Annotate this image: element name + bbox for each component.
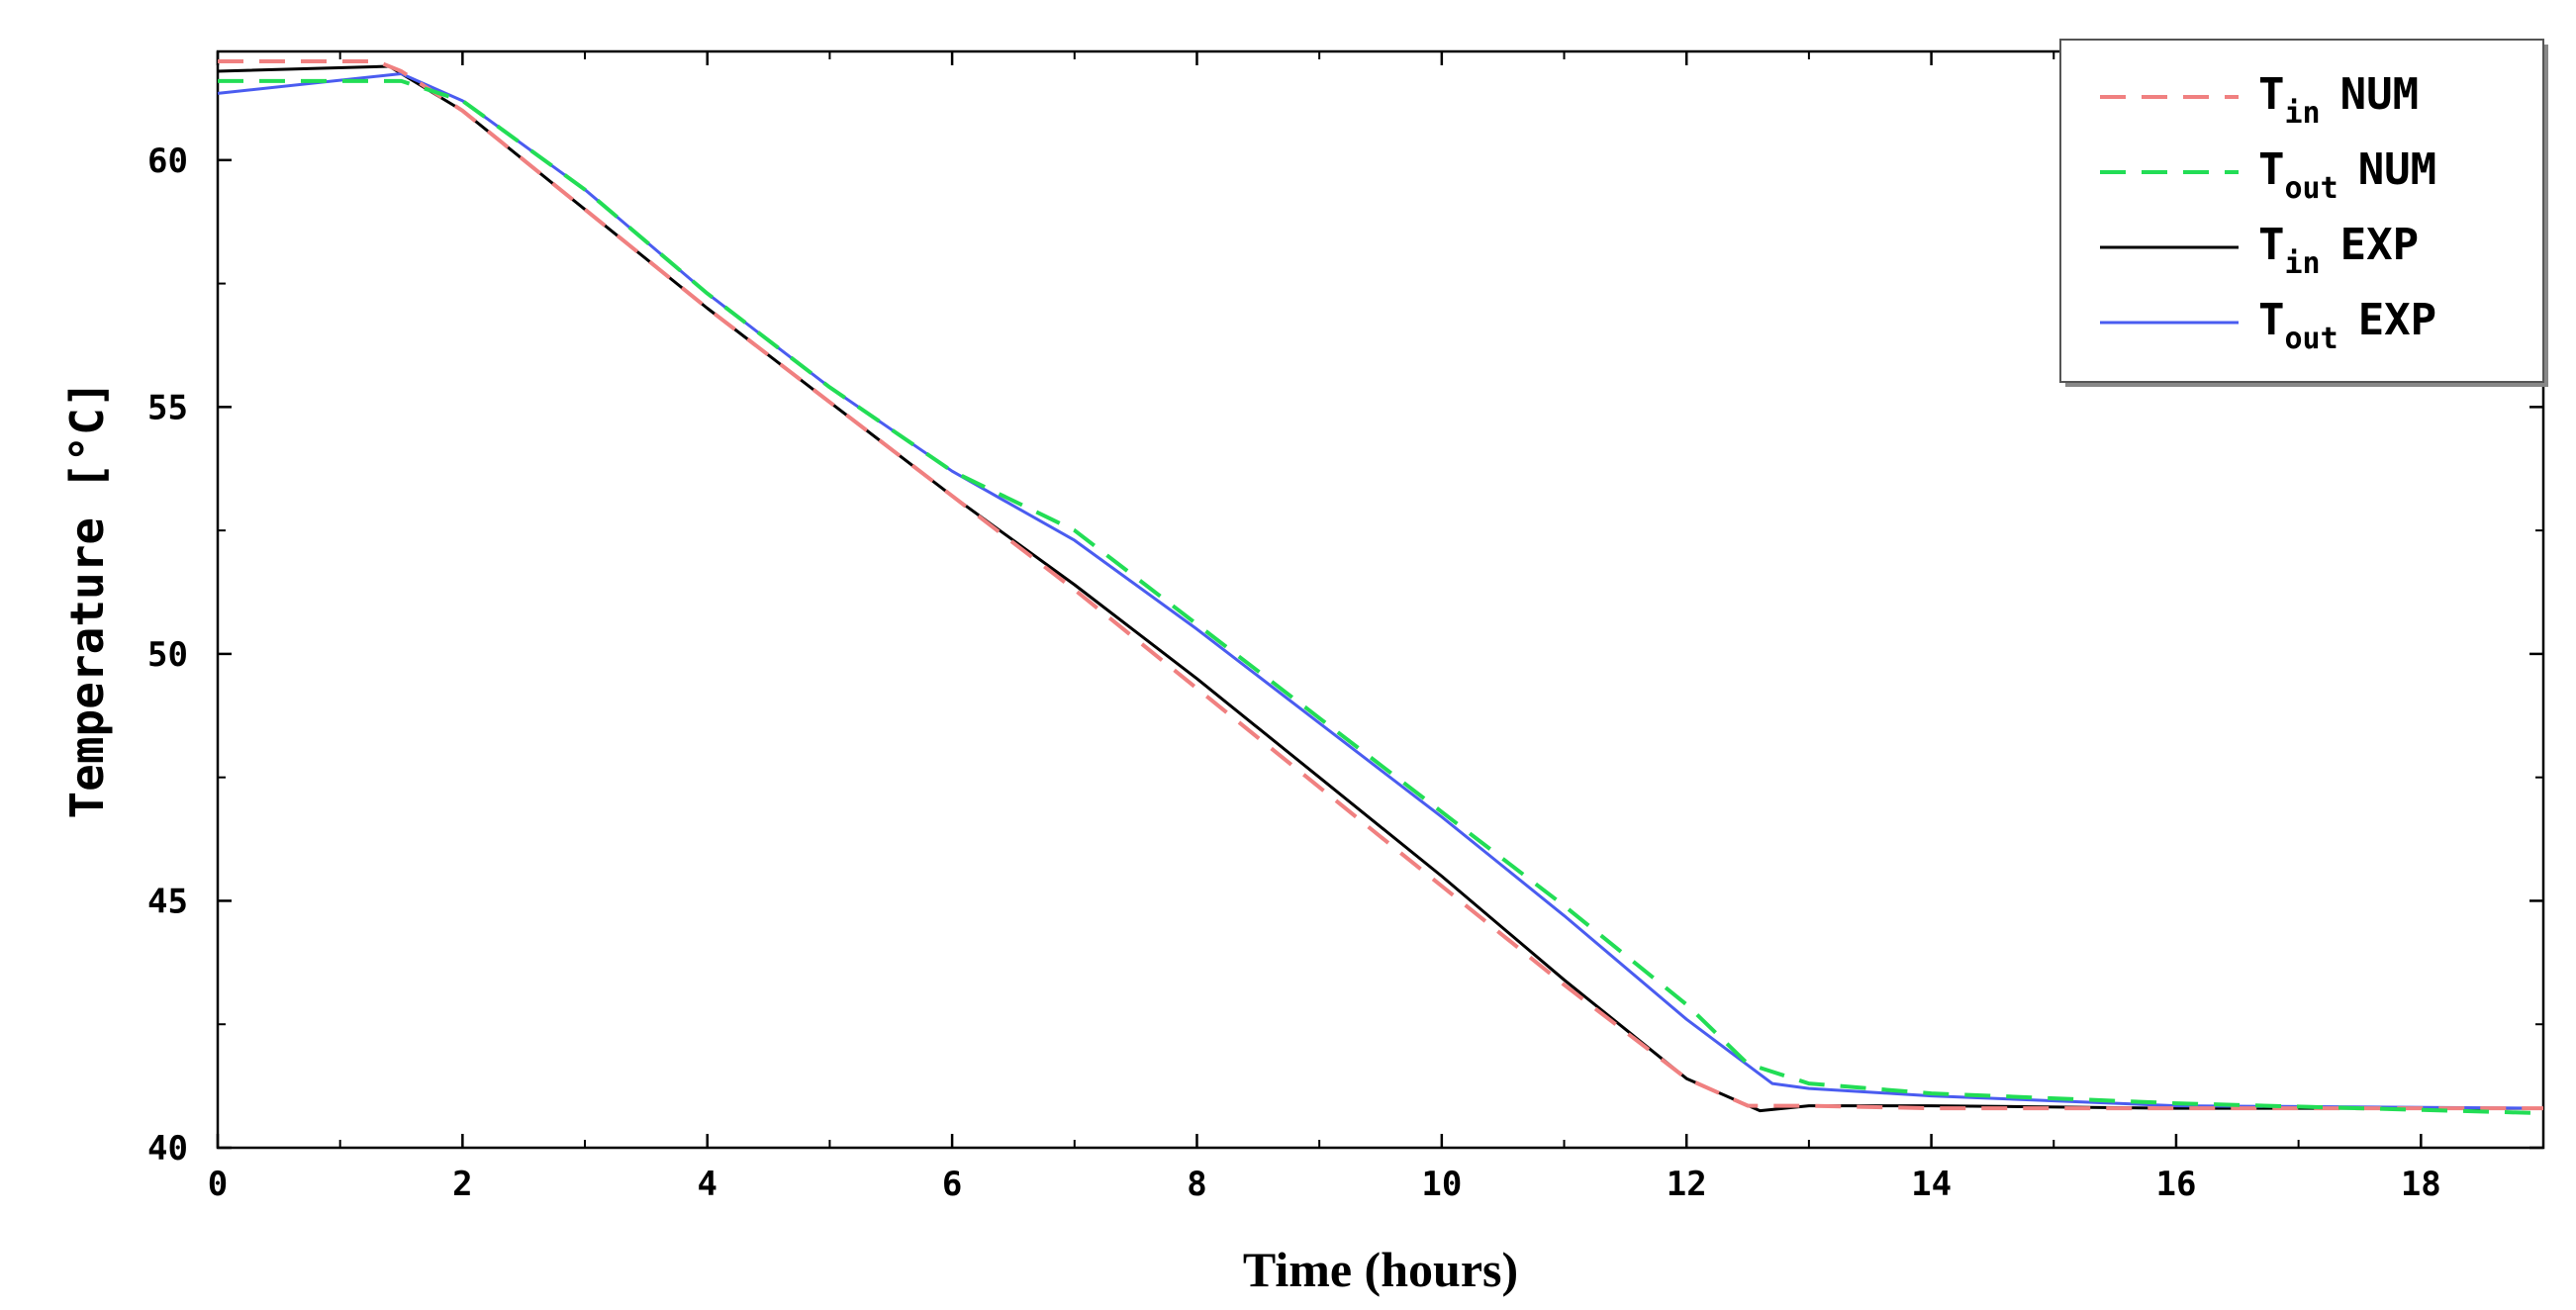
plot-frame — [216, 49, 2545, 1150]
x-tick-label: 10 — [1421, 1165, 1462, 1204]
y-tick-label: 55 — [147, 388, 188, 427]
series-line-t-in-num — [218, 59, 2543, 1111]
series-layer — [217, 59, 2544, 1116]
legend-box — [2059, 39, 2544, 383]
y-tick-label: 50 — [147, 635, 188, 675]
x-tick-label: 18 — [2401, 1165, 2441, 1204]
x-tick-label: 4 — [697, 1165, 716, 1204]
y-axis-title: Temperature [°C] — [60, 380, 114, 818]
legend-label: Tout NUM — [2258, 144, 2436, 206]
x-tick-label: 12 — [1667, 1165, 1707, 1204]
series-line-t-out-num — [218, 78, 2544, 1116]
x-tick-label: 14 — [1911, 1165, 1952, 1204]
x-tick-label: 16 — [2155, 1165, 2196, 1204]
y-tick-label: 60 — [147, 141, 188, 181]
x-tick-label: 0 — [208, 1165, 228, 1204]
x-axis-title: Time (hours) — [1243, 1242, 1518, 1297]
axis-ticks: 0 2 4 6 8 10 12 14 16 18 40 45 50 55 60 — [147, 51, 2543, 1204]
legend-label: Tout EXP — [2258, 295, 2436, 356]
y-tick-label: 45 — [147, 882, 188, 921]
legend: Tin NUM Tout NUM Tin EXP Tout EXP — [2059, 39, 2548, 387]
legend-label: Tin EXP — [2258, 220, 2419, 281]
plot-border — [216, 49, 2545, 1150]
y-tick-label: 40 — [147, 1129, 188, 1169]
x-tick-label: 8 — [1187, 1165, 1206, 1204]
x-tick-label: 2 — [452, 1165, 472, 1204]
legend-label: Tin NUM — [2258, 69, 2419, 131]
x-tick-label: 6 — [942, 1165, 962, 1204]
series-line-t-out-exp — [217, 72, 2544, 1110]
